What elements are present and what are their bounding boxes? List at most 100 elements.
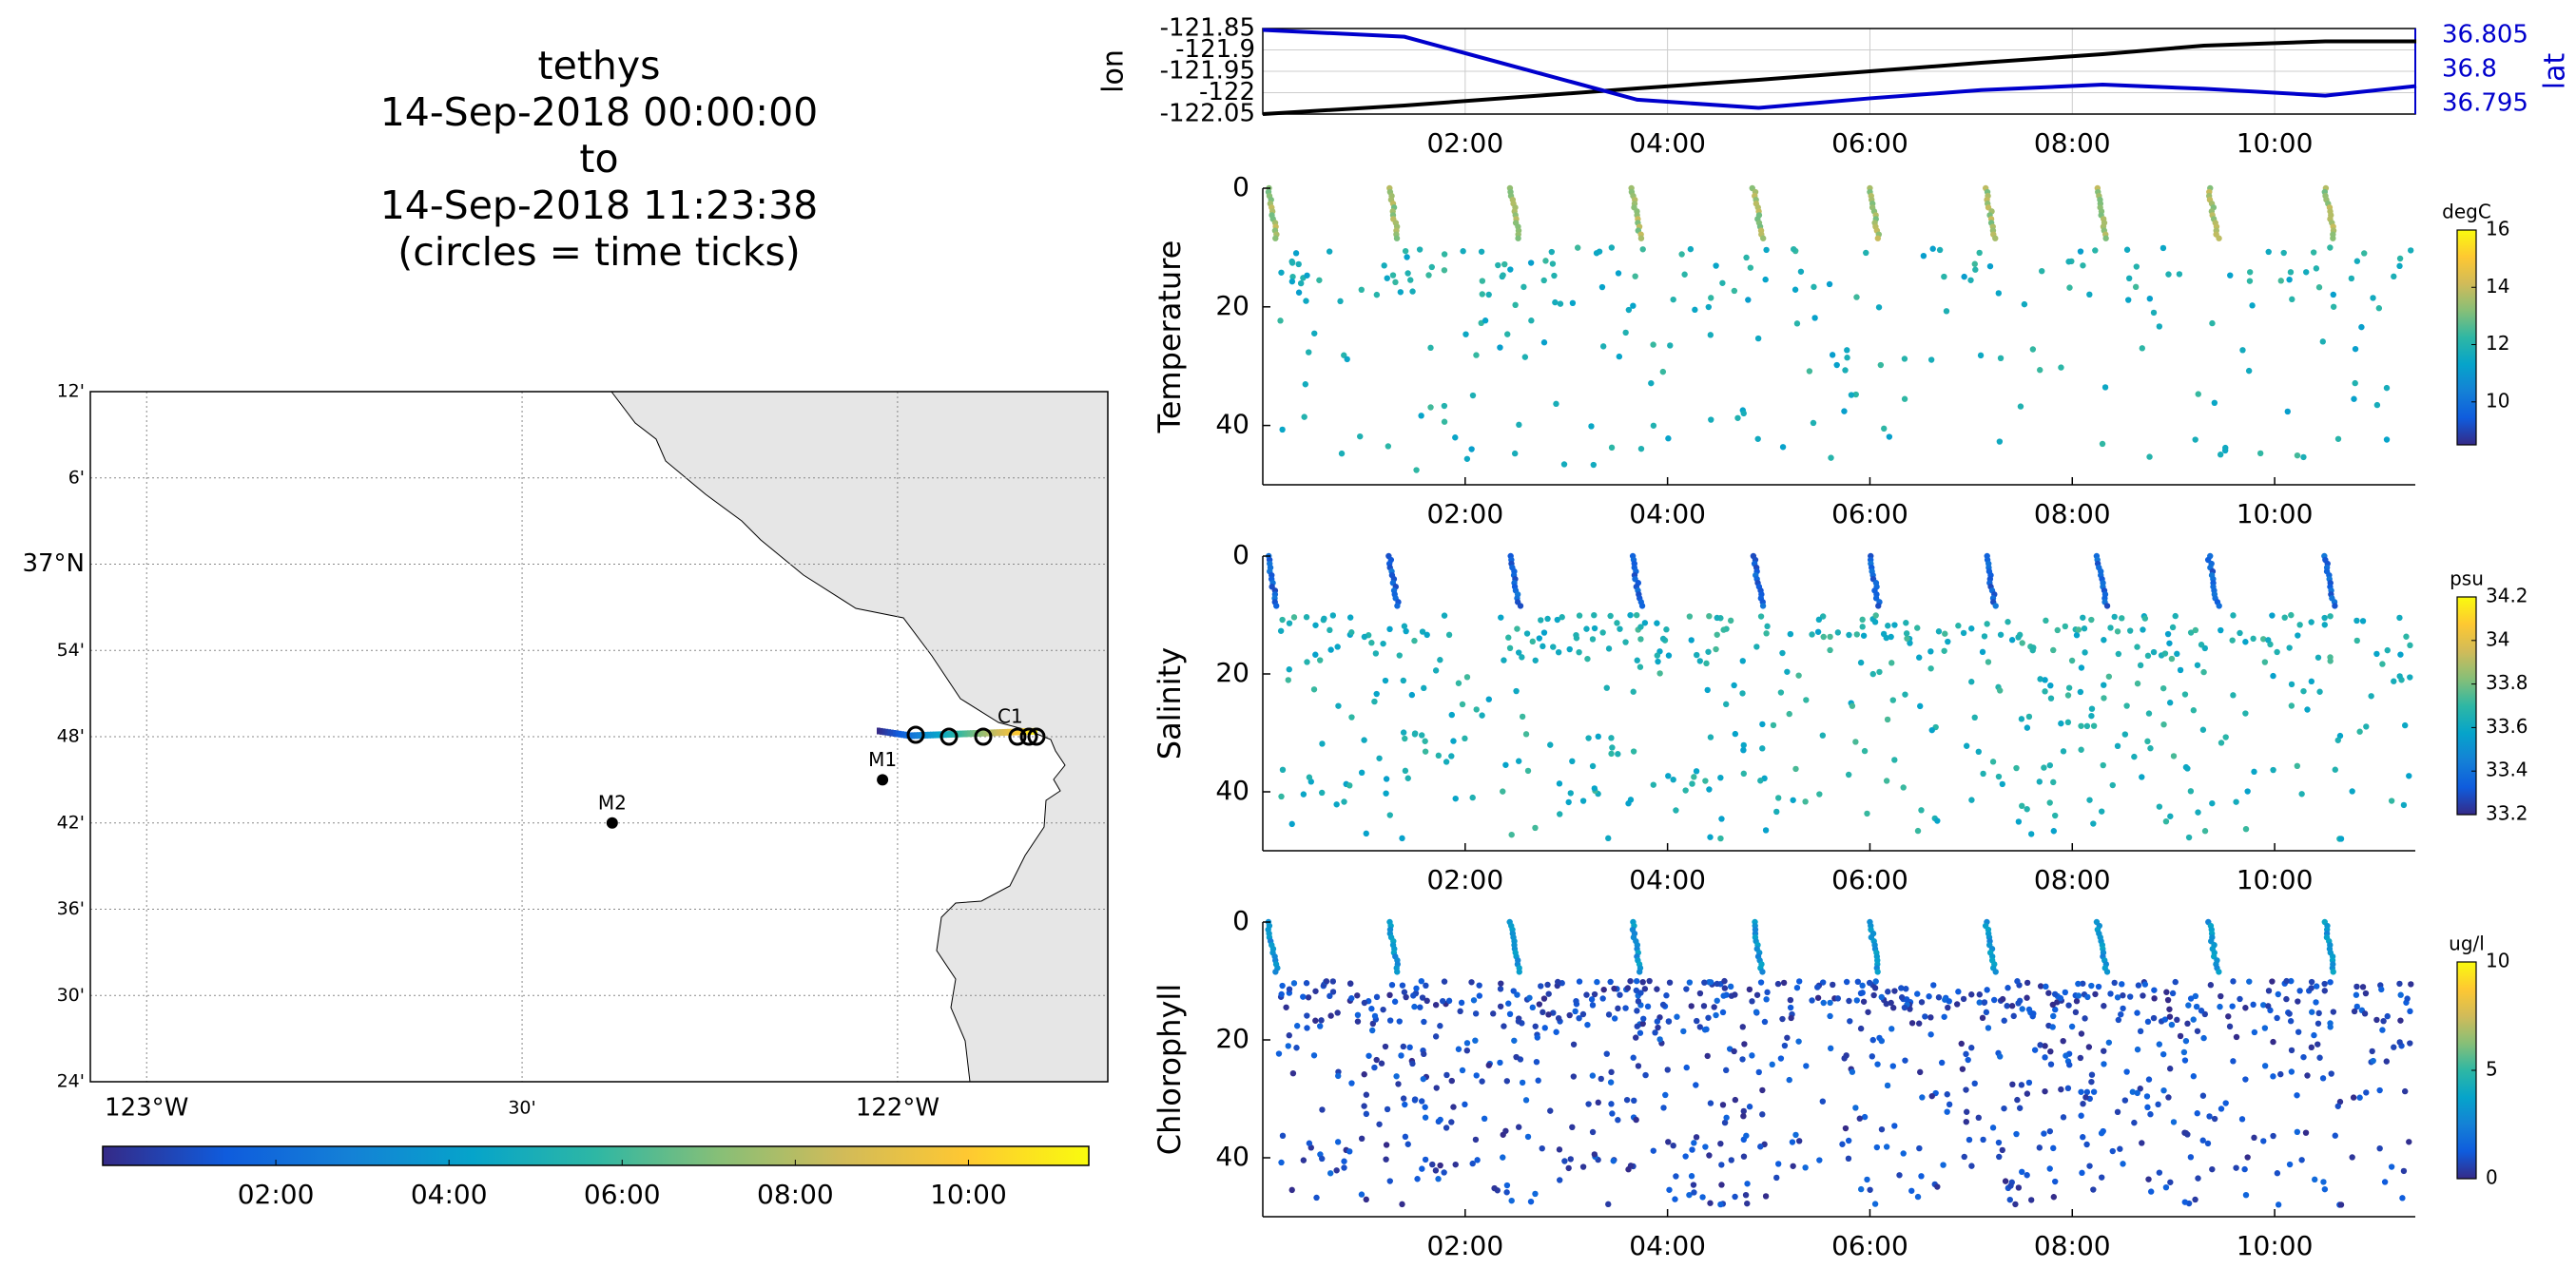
data-point <box>2047 682 2054 689</box>
data-point <box>1720 992 1727 999</box>
data-point <box>1608 444 1616 452</box>
data-point <box>1321 615 1327 622</box>
data-point <box>2088 712 2095 720</box>
data-point <box>1637 636 1644 643</box>
data-point <box>1304 272 1310 279</box>
data-point <box>1609 1110 1616 1117</box>
data-point <box>1295 260 1302 268</box>
data-point <box>2078 746 2084 753</box>
data-point <box>2018 1082 2025 1088</box>
data-point <box>1300 993 1307 1000</box>
data-point <box>1422 748 1429 755</box>
data-point <box>1335 702 1342 709</box>
data-point <box>1630 688 1637 695</box>
data-point <box>2137 1086 2143 1092</box>
data-point <box>2119 615 2125 622</box>
data-point <box>1703 660 1710 667</box>
data-point <box>1611 1015 1618 1022</box>
data-point <box>1639 978 1646 986</box>
data-point <box>1411 730 1419 737</box>
colorbar-tick-label: 10 <box>2486 950 2509 972</box>
data-point <box>1333 801 1340 808</box>
data-point <box>2321 614 2328 622</box>
y-tick-label: 20 <box>1215 290 1249 321</box>
data-point <box>2296 622 2303 628</box>
map-frame <box>89 391 1109 1083</box>
data-point <box>2388 798 2395 804</box>
data-point <box>2131 1119 2138 1126</box>
data-point <box>1633 611 1640 619</box>
data-point <box>1304 1012 1310 1019</box>
data-point <box>2134 680 2141 687</box>
data-point <box>1473 706 1480 713</box>
data-point <box>2079 1169 2085 1177</box>
data-point <box>1540 643 1546 650</box>
data-point <box>1714 614 1720 622</box>
data-point <box>2244 1154 2251 1161</box>
data-point <box>1843 978 1850 986</box>
data-point <box>2036 1144 2043 1151</box>
data-point <box>1693 1134 1700 1141</box>
data-point <box>1732 991 1738 998</box>
data-point <box>1551 272 1558 279</box>
data-point <box>1795 1038 1802 1045</box>
data-point <box>1363 830 1369 837</box>
data-point <box>2102 235 2109 241</box>
data-point <box>1692 306 1698 314</box>
data-point <box>2181 1057 2189 1064</box>
data-point <box>1318 1017 1325 1024</box>
data-point <box>2109 1147 2116 1155</box>
data-point <box>1719 1102 1727 1108</box>
data-point <box>1306 1140 1313 1146</box>
data-point <box>1319 1106 1326 1113</box>
data-point <box>2275 990 2281 998</box>
colorbar <box>2456 229 2477 446</box>
data-point <box>2312 1176 2318 1183</box>
data-point <box>2024 1172 2030 1179</box>
data-point <box>1670 296 1676 303</box>
data-point <box>2065 684 2073 691</box>
data-point <box>1693 1082 1699 1088</box>
data-point <box>2320 1179 2327 1185</box>
data-point <box>2211 399 2218 407</box>
x-tick-label: 08:00 <box>2034 498 2111 529</box>
data-point <box>2283 995 2290 1003</box>
data-point <box>1404 254 1410 260</box>
data-point <box>1763 246 1770 254</box>
data-point <box>2160 244 2167 252</box>
data-point <box>1976 249 1983 257</box>
data-point <box>2001 1017 2007 1024</box>
data-point <box>1285 1043 1291 1049</box>
time-tick-circle <box>906 725 925 744</box>
x-tick-label: 04:00 <box>1629 1230 1706 1261</box>
data-point <box>1896 1172 1903 1179</box>
data-point <box>1938 1059 1946 1067</box>
data-point <box>1302 381 1309 388</box>
data-point <box>1874 1061 1881 1067</box>
data-point <box>1443 1125 1450 1131</box>
data-point <box>1857 1025 1865 1032</box>
data-point <box>2256 450 2264 457</box>
data-point <box>1588 423 1595 430</box>
data-point <box>1416 246 1424 253</box>
data-point <box>1634 1023 1640 1029</box>
data-point <box>2098 808 2105 815</box>
data-point <box>2261 1025 2269 1031</box>
data-point <box>1650 422 1657 429</box>
data-point <box>1417 1004 1424 1010</box>
x-tick-label: 04:00 <box>1629 127 1706 159</box>
data-point <box>2017 403 2024 410</box>
data-point <box>1617 991 1623 998</box>
data-point <box>2043 983 2049 990</box>
data-point <box>1953 1001 1961 1008</box>
data-point <box>1409 288 1416 295</box>
data-point <box>1425 272 1432 279</box>
colorbar-tick-label: 06:00 <box>584 1179 661 1210</box>
x-tick-label: 06:00 <box>1831 498 1908 529</box>
data-point <box>1997 631 2005 638</box>
data-point <box>2249 302 2256 309</box>
data-point <box>1435 1176 1442 1182</box>
x-tick-label: 04:00 <box>1629 864 1706 895</box>
data-point <box>1591 611 1598 619</box>
data-point <box>1550 644 1557 650</box>
